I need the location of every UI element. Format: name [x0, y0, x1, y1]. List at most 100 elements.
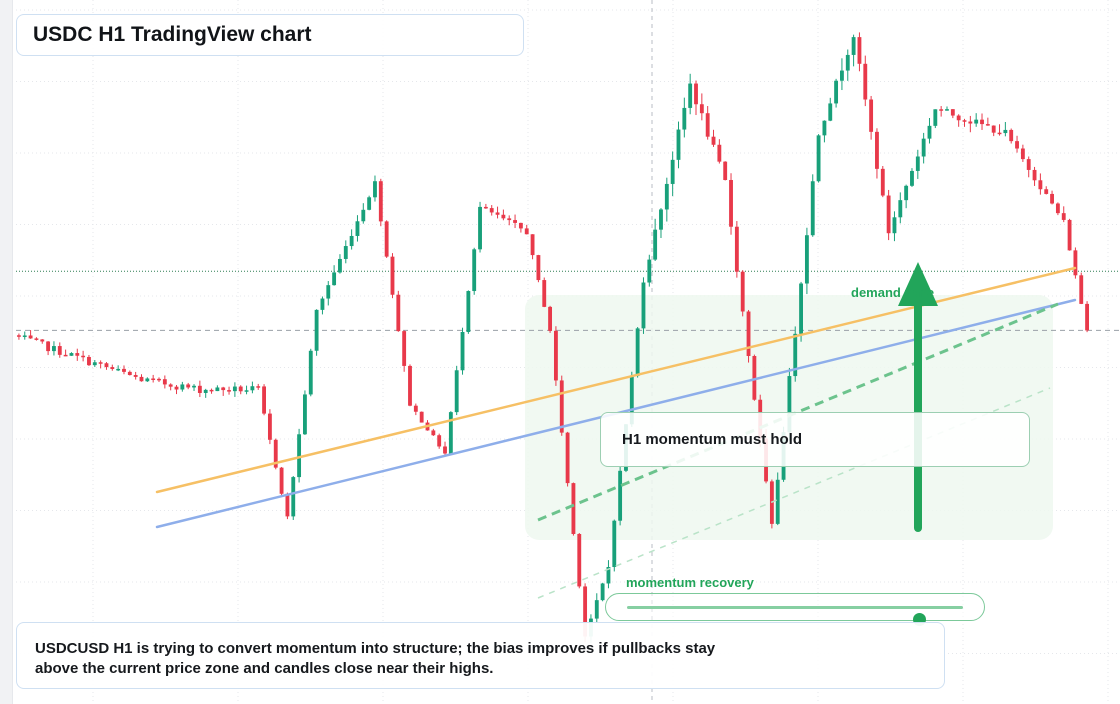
candle: [752, 354, 757, 401]
candle: [157, 377, 161, 383]
candle-body: [892, 217, 897, 234]
candle: [162, 375, 167, 389]
candle-body: [1073, 250, 1078, 276]
candle: [192, 384, 196, 391]
candle-body: [577, 533, 582, 587]
candle: [822, 120, 827, 143]
candle-body: [542, 280, 547, 307]
candle: [1061, 206, 1066, 223]
candle-body: [775, 479, 780, 524]
candle: [530, 234, 535, 260]
candle-body: [460, 331, 465, 371]
candle: [886, 189, 891, 241]
candle: [413, 403, 418, 416]
candle-body: [413, 405, 418, 412]
candle: [985, 117, 990, 126]
arrow-head: [898, 262, 938, 306]
candle: [618, 466, 623, 526]
momentum-recovery-label: momentum recovery: [626, 575, 754, 590]
candle: [1044, 186, 1049, 195]
candle: [98, 360, 103, 369]
candle-body: [723, 161, 728, 180]
candle: [828, 97, 833, 122]
candle: [343, 240, 348, 264]
candle-body: [1032, 169, 1037, 181]
candle-body: [361, 209, 366, 222]
candle: [332, 265, 337, 286]
candle-body: [343, 246, 348, 259]
candle-body: [641, 282, 646, 329]
candle-body: [1044, 189, 1049, 194]
candle-body: [157, 378, 161, 381]
candle: [431, 428, 436, 436]
candle: [273, 438, 278, 470]
candle-body: [303, 394, 307, 435]
candle: [810, 174, 815, 237]
candle-body: [711, 136, 716, 145]
candle-body: [221, 387, 226, 391]
recovery-track: [627, 606, 963, 626]
candle: [875, 128, 879, 179]
candle: [565, 431, 570, 487]
candle: [69, 352, 74, 356]
candle: [945, 106, 949, 111]
candle-body: [1009, 129, 1014, 142]
candle: [664, 177, 669, 222]
candle: [845, 49, 850, 81]
candle-body: [787, 376, 792, 433]
candle-body: [1055, 203, 1060, 214]
candle-body: [915, 156, 920, 171]
candle-body: [244, 390, 249, 392]
candle-body: [991, 125, 996, 133]
candle: [834, 78, 839, 108]
candle: [52, 341, 56, 356]
candle: [723, 161, 728, 181]
candle-body: [180, 384, 185, 390]
candle: [180, 381, 185, 392]
candle-body: [256, 386, 261, 388]
candle-body: [1003, 129, 1008, 134]
candle: [419, 411, 424, 423]
candle: [203, 388, 208, 398]
candles: [16, 32, 1090, 644]
candle-body: [606, 567, 611, 584]
candle: [448, 411, 453, 456]
candle: [1015, 135, 1019, 153]
candle-body: [664, 183, 669, 210]
candle: [81, 350, 86, 362]
candle-body: [804, 235, 809, 284]
candle-body: [659, 209, 663, 230]
candle: [87, 354, 91, 367]
candle: [571, 482, 576, 536]
candle-body: [227, 390, 231, 392]
candle: [46, 341, 51, 356]
candle: [238, 385, 243, 395]
candle: [373, 175, 377, 202]
candle-body: [1020, 148, 1025, 160]
candle-body: [513, 220, 517, 223]
candle-body: [746, 311, 751, 357]
candle-body: [933, 109, 938, 126]
candle-body: [962, 120, 967, 122]
candle-body: [40, 339, 45, 342]
candle: [285, 492, 290, 520]
candle-body: [670, 159, 675, 184]
candle: [1050, 190, 1054, 205]
candle-body: [390, 256, 395, 295]
candle-body: [980, 119, 984, 125]
candle: [606, 560, 611, 589]
candle-body: [297, 434, 302, 478]
candle-body: [57, 346, 62, 355]
candle: [1009, 128, 1014, 144]
candle-body: [232, 386, 237, 392]
candle: [408, 364, 412, 407]
candle: [717, 139, 722, 164]
candle-body: [326, 285, 331, 299]
candle-body: [618, 470, 623, 521]
chart-title: USDC H1 TradingView chart: [16, 14, 524, 56]
candle-body: [454, 370, 459, 413]
candle-body: [845, 54, 850, 71]
candle: [968, 115, 973, 133]
candle: [367, 195, 372, 211]
candle: [1020, 144, 1025, 162]
